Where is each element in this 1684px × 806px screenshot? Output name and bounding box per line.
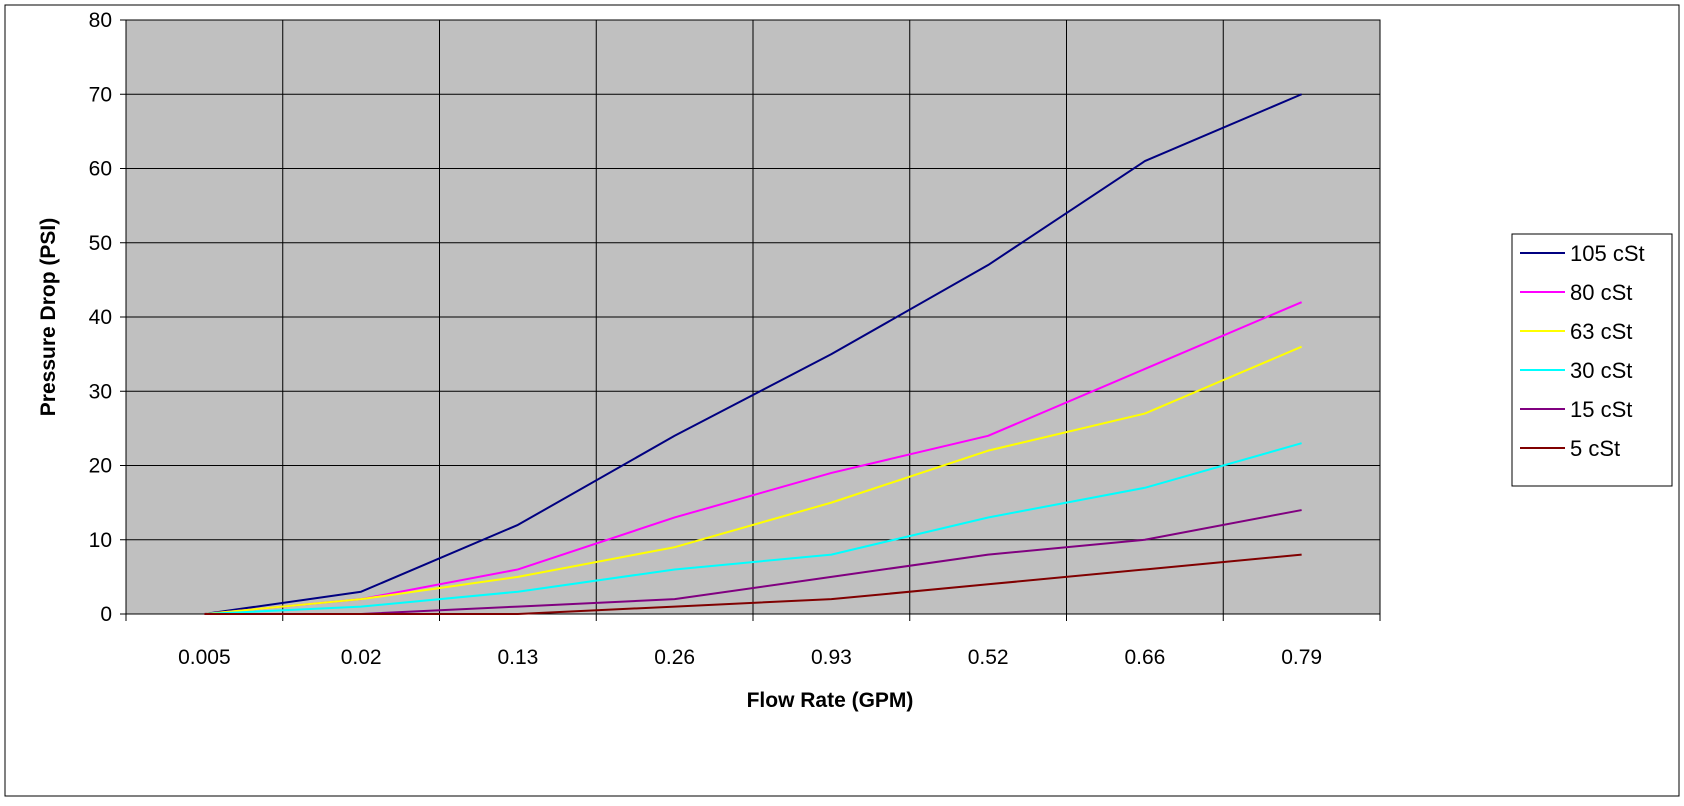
y-tick-label: 20 bbox=[89, 455, 112, 478]
y-axis-title: Pressure Drop (PSI) bbox=[37, 218, 60, 416]
series-line-15-cst bbox=[204, 509, 1302, 615]
x-tick-label: 0.79 bbox=[1281, 646, 1322, 669]
legend-label: 105 cSt bbox=[1570, 241, 1645, 266]
x-tick-label: 0.26 bbox=[654, 646, 695, 669]
legend-label: 30 cSt bbox=[1570, 358, 1632, 383]
gridlines bbox=[126, 20, 1380, 614]
y-tick-label: 60 bbox=[89, 158, 112, 181]
x-tick-label: 0.02 bbox=[341, 646, 382, 669]
series-line-5-cst bbox=[204, 553, 1302, 615]
series-line-105-cst bbox=[204, 93, 1303, 615]
legend-label: 63 cSt bbox=[1570, 319, 1632, 344]
legend-label: 80 cSt bbox=[1570, 280, 1632, 305]
axes: 0 10 20 30 40 50 60 70 80 0.005 0.02 0.13 0.26 0.93 0.… bbox=[89, 9, 1381, 669]
y-tick-label: 50 bbox=[89, 232, 112, 255]
y-tick-label: 30 bbox=[89, 380, 112, 403]
legend-label: 15 cSt bbox=[1570, 397, 1632, 422]
y-tick-label: 70 bbox=[89, 83, 112, 106]
x-tick-label: 0.52 bbox=[968, 646, 1009, 669]
series-line-63-cst bbox=[204, 345, 1303, 615]
y-tick-label: 10 bbox=[89, 529, 112, 552]
x-tick-label: 0.005 bbox=[178, 646, 231, 669]
legend: 105 cSt 80 cSt 63 cSt 30 cSt 15 cSt 5 cSt bbox=[1511, 233, 1673, 487]
series-line-30-cst bbox=[204, 442, 1302, 615]
x-tick-label: 0.93 bbox=[811, 646, 852, 669]
x-axis-title: Flow Rate (GPM) bbox=[747, 689, 914, 712]
legend-label: 5 cSt bbox=[1570, 436, 1620, 461]
series-lines bbox=[204, 93, 1303, 615]
x-tick-label: 0.66 bbox=[1124, 646, 1165, 669]
x-tick-label: 0.13 bbox=[497, 646, 538, 669]
y-tick-label: 80 bbox=[89, 9, 112, 32]
legend-box bbox=[1511, 233, 1673, 487]
y-tick-label: 0 bbox=[100, 603, 112, 626]
y-tick-label: 40 bbox=[89, 306, 112, 329]
series-line-80-cst bbox=[204, 301, 1303, 615]
